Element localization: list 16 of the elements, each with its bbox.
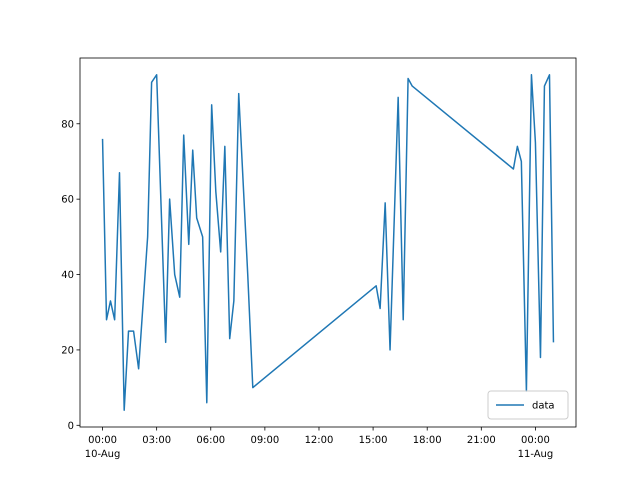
x-tick-label: 00:00 11-Aug [518, 435, 554, 460]
y-tick-label: 60 [61, 194, 74, 206]
y-tick-label: 20 [61, 345, 74, 356]
x-tick-label: 15:00 [358, 435, 388, 446]
x-tick-label: 12:00 [304, 435, 334, 446]
x-tick-label: 09:00 [250, 435, 280, 446]
x-tick-label: 18:00 [412, 435, 442, 446]
y-tick-label: 40 [61, 270, 74, 282]
line-series [102, 74, 554, 411]
x-tick-label: 00:00 10-Aug [84, 435, 120, 460]
y-tick-label: 80 [61, 119, 74, 130]
x-tick-label: 06:00 [196, 435, 226, 446]
x-tick-label: 21:00 [466, 435, 496, 446]
legend-label: data [532, 400, 555, 412]
x-tick-label: 03:00 [142, 435, 172, 446]
y-tick-label: 0 [68, 420, 74, 432]
